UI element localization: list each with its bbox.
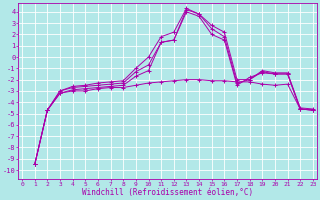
X-axis label: Windchill (Refroidissement éolien,°C): Windchill (Refroidissement éolien,°C) xyxy=(82,188,253,197)
